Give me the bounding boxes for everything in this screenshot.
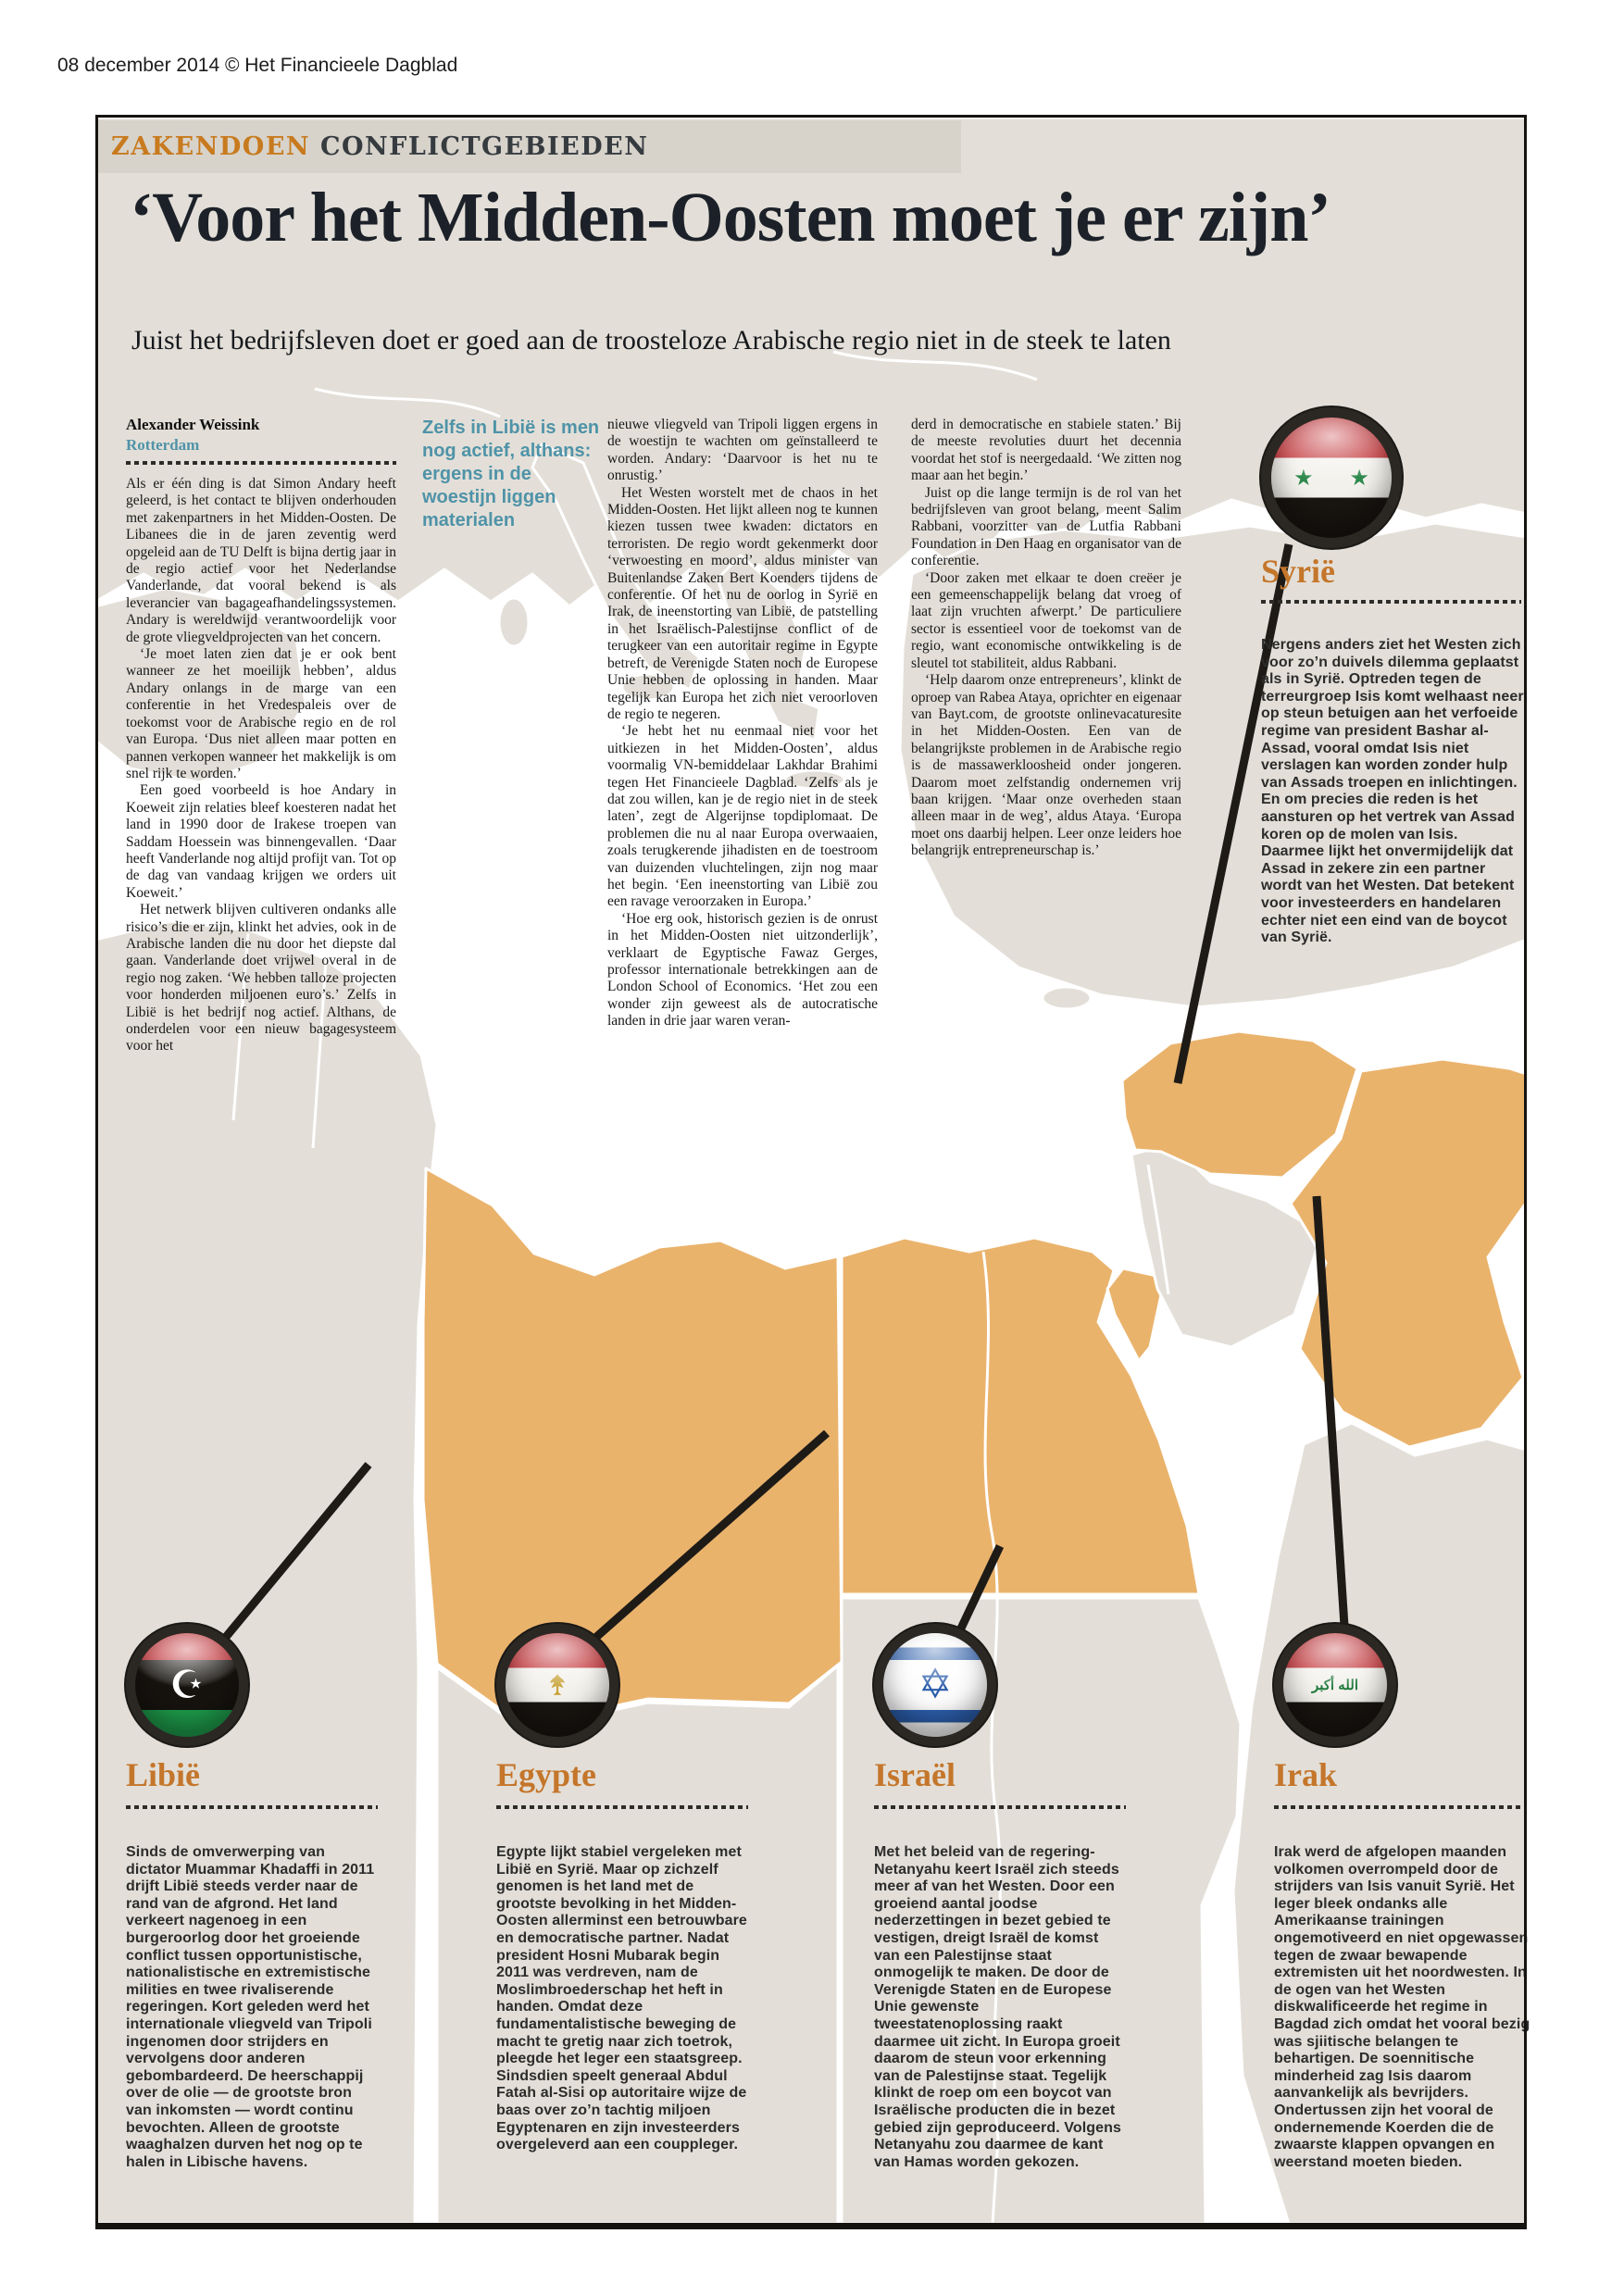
region-title-syrie: Syrië (1261, 553, 1335, 590)
region-body-egypte: Egypte lijkt stabiel vergeleken met Libi… (496, 1844, 747, 2153)
libya-flag-icon: ☪ (135, 1633, 239, 1737)
paragraph: Het Westen worstelt met de chaos in het … (607, 484, 878, 722)
body-column-1: Als er één ding is dat Simon Andary heef… (126, 476, 396, 1055)
flag-gloss (1271, 418, 1392, 538)
region-body-syrie: Nergens anders ziet het Westen zich voor… (1261, 637, 1524, 946)
paragraph: nieuwe vliegveld van Tripoli liggen erge… (607, 417, 878, 484)
kicker: ZAKENDOEN CONFLICTGEBIEDEN (98, 120, 961, 173)
paragraph: ‘Help daarom onze entrepreneurs’, klinkt… (911, 672, 1181, 859)
iraq-flag-circle: الله أكبر (1274, 1624, 1396, 1746)
flag-gloss (1283, 1633, 1387, 1737)
syria-flag-icon: ★ ★ (1271, 418, 1392, 538)
map-iberia (96, 586, 307, 784)
region-title-israel: Israël (874, 1756, 956, 1793)
paragraph: ‘Door zaken met elkaar te doen creëer je… (911, 569, 1181, 671)
flag-gloss (506, 1633, 609, 1737)
paragraph: Als er één ding is dat Simon Andary heef… (126, 476, 396, 645)
iraq-leader-line (1312, 1195, 1349, 1627)
map-turkey (898, 521, 1526, 1009)
map-greece (716, 554, 821, 742)
paragraph: Juist op die lange termijn is de rol van… (911, 484, 1181, 569)
region-rule-israel (874, 1805, 1126, 1809)
map-border-3 (314, 387, 501, 418)
region-title-egypte: Egypte (496, 1756, 596, 1793)
israel-flag-circle: ✡ (874, 1624, 996, 1746)
flag-gloss (135, 1633, 239, 1737)
byline-author: Alexander Weissink (126, 416, 260, 433)
israel-flag-icon: ✡ (883, 1633, 987, 1737)
paragraph: Het netwerk blijven cultiveren ondanks a… (126, 902, 396, 1054)
kicker-section: ZAKENDOEN (111, 132, 311, 161)
byline-city: Rotterdam (126, 436, 200, 454)
region-title-irak: Irak (1274, 1756, 1338, 1793)
region-body-irak: Irak werd de afgelopen maanden volkomen … (1274, 1844, 1530, 2170)
region-rule-egypte (496, 1805, 748, 1809)
israel-leader-line (955, 1544, 1005, 1634)
body-column-3: derd in democratische en stabiele staten… (911, 417, 1181, 860)
region-rule-libie (126, 1805, 378, 1809)
region-body-israel: Met het beleid van de regering-Netanyahu… (874, 1844, 1122, 2170)
map-border-1 (231, 932, 250, 1121)
map-border-2 (311, 960, 328, 1149)
libya-flag-circle: ☪ (126, 1624, 248, 1746)
map-cyprus (1041, 985, 1093, 1011)
paragraph: ‘Hoe erg ook, historisch gezien is de on… (607, 910, 878, 1029)
map-maghreb (96, 919, 439, 2226)
map-italy (531, 443, 701, 692)
headline: ‘Voor het Midden-Oosten moet je er zijn’ (130, 179, 1331, 256)
paragraph: derd in democratische en stabiele staten… (911, 417, 1181, 484)
iraq-flag-icon: الله أكبر (1283, 1633, 1387, 1737)
egypt-flag-circle (496, 1624, 618, 1746)
syria-leader-line (1173, 543, 1293, 1084)
map-sicily (620, 672, 676, 702)
paragraph: Een goed voorbeeld is hoe Andary in Koew… (126, 782, 396, 901)
region-rule-syrie (1261, 600, 1521, 604)
region-rule-irak (1274, 1805, 1526, 1809)
kicker-bar: ZAKENDOEN CONFLICTGEBIEDEN (98, 120, 961, 173)
egypt-leader-line (592, 1429, 830, 1642)
map-libya-country (421, 1167, 843, 1728)
pull-quote: Zelfs in Libië is men nog actief, althan… (422, 418, 600, 530)
map-israel-border (1146, 1164, 1170, 1295)
region-body-libie: Sinds de omverwerping van dictator Muamm… (126, 1844, 375, 2170)
region-title-libie: Libië (126, 1756, 201, 1793)
paragraph: ‘Je hebt het nu eenmaal niet voor het ui… (607, 723, 878, 910)
libya-leader-line (219, 1462, 372, 1644)
syria-flag-circle: ★ ★ (1261, 407, 1402, 548)
kicker-topic: CONFLICTGEBIEDEN (319, 132, 649, 161)
map-crete (783, 768, 846, 791)
paragraph: ‘Je moet laten zien dat je er ook bent w… (126, 646, 396, 781)
byline-rule (126, 461, 396, 465)
map-egypt-country (840, 1236, 1201, 1596)
map-sardinia (497, 596, 531, 648)
page-credit: 08 december 2014 © Het Financieele Dagbl… (57, 55, 458, 76)
egypt-flag-icon (506, 1633, 609, 1737)
flag-gloss (883, 1633, 987, 1737)
map-iraq-country (1289, 1057, 1526, 1449)
subhead: Juist het bedrijfsleven doet er goed aan… (131, 325, 1171, 356)
body-column-2: nieuwe vliegveld van Tripoli liggen erge… (607, 417, 878, 1030)
map-border-4 (832, 350, 1038, 381)
